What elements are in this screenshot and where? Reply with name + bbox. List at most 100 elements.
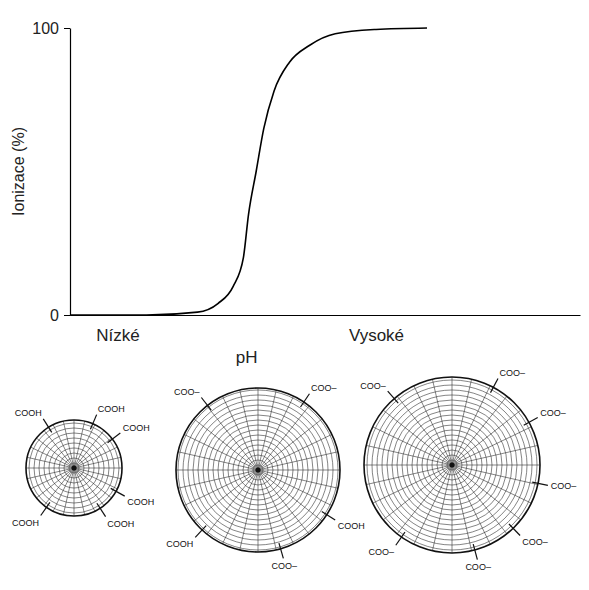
group-label: COOH [127, 497, 154, 507]
particle-spoke [432, 379, 452, 465]
y-tick: 100 [32, 20, 70, 37]
leader-line [108, 433, 121, 443]
y-tick-label: 0 [50, 307, 59, 324]
leader-line [473, 544, 477, 559]
particle-spoke [74, 468, 122, 469]
x-tick: Nízké [96, 315, 139, 345]
leader-line [388, 391, 398, 403]
x-tick-label: Vysoké [349, 326, 404, 345]
particles: COOH COOH COOH COOH COOH COOH COO– COO– COOH COO–… [12, 368, 576, 572]
particle-spoke [452, 465, 540, 466]
particle-spoke [452, 386, 490, 465]
x-tick: Vysoké [349, 315, 404, 345]
leader-line [111, 488, 125, 496]
particle-spoke [452, 379, 472, 465]
y-axis: 0 100 [32, 20, 70, 324]
particle-spoke [258, 470, 259, 552]
y-tick-mark [64, 315, 70, 316]
leader-line [396, 532, 405, 545]
group-label: COO– [174, 387, 200, 397]
leader-line [41, 502, 50, 515]
particle-spoke [452, 465, 472, 551]
particle-spoke [452, 465, 507, 534]
y-axis-line [70, 29, 71, 316]
x-axis-line [71, 315, 581, 316]
particle-spoke [258, 470, 332, 506]
particle-spoke [178, 470, 258, 488]
particle-spoke [53, 468, 74, 511]
group-label: COOH [15, 408, 42, 418]
particle-spoke [452, 445, 538, 465]
particle-spoke [31, 468, 74, 489]
group-label: COO– [499, 368, 525, 378]
particle-spoke [53, 425, 74, 468]
particle-spoke [207, 406, 258, 470]
leader-line [524, 417, 538, 425]
particle-spoke [222, 396, 258, 470]
particle-spoke [222, 470, 258, 544]
particle-spoke [452, 377, 453, 465]
particle-spoke [452, 465, 538, 485]
particle-spoke [74, 468, 95, 511]
group-label: COOH [338, 521, 365, 531]
particle-spoke [397, 465, 452, 534]
group-label: COOH [12, 518, 39, 528]
y-tick: 0 [50, 307, 70, 324]
particle-spoke [258, 388, 259, 470]
particle-core [72, 466, 77, 471]
particle-spoke [240, 390, 258, 470]
group-label: COO– [360, 381, 386, 391]
leader-line [97, 503, 106, 516]
leader-line [90, 415, 96, 430]
leader-line [322, 511, 335, 520]
leader-line [509, 524, 520, 536]
particle-spoke [74, 447, 117, 468]
particle-spoke [74, 457, 121, 468]
particle-spoke [452, 396, 507, 465]
y-tick-mark [64, 28, 70, 29]
x-tick-label: Nízké [96, 326, 139, 345]
particle-outline [26, 420, 122, 516]
group-label: COO– [369, 547, 395, 557]
particle-spoke [258, 419, 322, 470]
particle-spoke [373, 465, 452, 503]
group-label: COOH [107, 519, 134, 529]
particle-spoke [452, 427, 531, 465]
particle-spoke [366, 445, 452, 465]
leader-line [195, 526, 206, 538]
leader-line [43, 419, 51, 433]
group-label: COOH [123, 423, 150, 433]
particle-spoke [258, 470, 294, 544]
particle-spoke [373, 427, 452, 465]
particle-spoke [258, 470, 276, 550]
group-label: COO– [522, 537, 548, 547]
particle-spoke [74, 468, 75, 516]
particle-spoke [27, 468, 74, 479]
particle: COO–COO–COO–COO–COO–COO–COO– [360, 368, 576, 572]
leader-line [201, 398, 211, 411]
particle-spoke [452, 465, 531, 503]
particle-spoke [184, 434, 258, 470]
particle-spoke [74, 425, 95, 468]
group-label: COOH [166, 539, 193, 549]
particle-spoke [258, 470, 340, 471]
particle-outline [176, 388, 340, 552]
particle-spoke [31, 447, 74, 468]
particle-spoke [452, 465, 453, 553]
group-label: COO– [540, 408, 566, 418]
chart-root: 0100NízkéVysoképHIonizace (%)COOHCOOHCOO… [0, 0, 589, 590]
particle-spoke [364, 465, 452, 466]
particle-spoke [366, 465, 452, 485]
particle-spoke [383, 410, 452, 465]
particle-spoke [397, 396, 452, 465]
group-label: COO– [465, 562, 491, 572]
particle-spoke [432, 465, 452, 551]
particle-spoke [184, 470, 258, 506]
particle-spoke [74, 420, 75, 468]
particle-spoke [414, 386, 452, 465]
particle-spoke [74, 468, 85, 515]
particle: COO–COO–COOHCOO–COOH [166, 383, 364, 571]
particle-spoke [383, 465, 452, 520]
group-label: COO– [311, 383, 337, 393]
leader-line [300, 394, 309, 407]
